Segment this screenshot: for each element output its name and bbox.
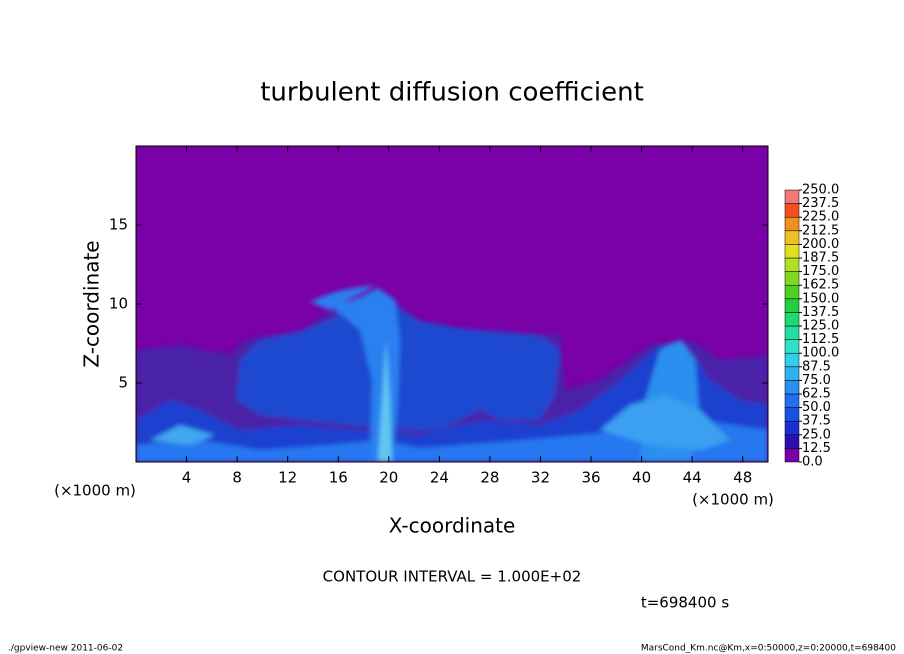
time-label: t=698400 s <box>641 594 729 612</box>
colorbar-band <box>784 257 800 272</box>
footer-right: MarsCond_Km.nc@Km,x=0:50000,z=0:20000,t=… <box>641 644 896 654</box>
y-axis-unit: (×1000 m) <box>54 482 136 500</box>
colorbar-band <box>784 448 800 463</box>
colorbar-label: 175.0 <box>802 264 839 279</box>
colorbar-band <box>784 339 800 354</box>
colorbar-label: 87.5 <box>802 359 831 374</box>
colorbar-band <box>784 352 800 368</box>
colorbar-label: 12.5 <box>802 441 831 456</box>
x-axis-label: X-coordinate <box>389 514 516 538</box>
colorbar-band <box>784 244 800 259</box>
colorbar-label: 237.5 <box>802 196 839 211</box>
colorbar-band <box>784 434 800 449</box>
colorbar-band <box>784 420 800 436</box>
y-axis-label: Z-coordinate <box>80 240 104 367</box>
colorbar-label: 225.0 <box>802 210 839 225</box>
x-tick-label: 12 <box>278 469 297 487</box>
colorbar-label: 50.0 <box>802 400 831 415</box>
colorbar-band <box>784 216 800 232</box>
colorbar-band <box>784 298 800 313</box>
x-tick-label: 48 <box>733 469 752 487</box>
colorbar-label: 0.0 <box>802 455 823 470</box>
colorbar-label: 200.0 <box>802 237 839 252</box>
x-tick-label: 24 <box>430 469 449 487</box>
colorbar-band <box>784 407 800 422</box>
colorbar-label: 125.0 <box>802 319 839 334</box>
contour-interval: CONTOUR INTERVAL = 1.000E+02 <box>323 568 582 586</box>
colorbar-label: 100.0 <box>802 346 839 361</box>
colorbar-label: 62.5 <box>802 387 831 402</box>
field <box>136 146 768 462</box>
colorbar-band <box>784 189 800 204</box>
x-tick-label: 8 <box>232 469 242 487</box>
colorbar-label: 187.5 <box>802 251 839 266</box>
x-tick-label: 44 <box>683 469 702 487</box>
colorbar-band <box>784 366 800 381</box>
x-tick-label: 40 <box>632 469 651 487</box>
x-tick-label: 36 <box>581 469 600 487</box>
x-tick-label: 20 <box>379 469 398 487</box>
colorbar-band <box>784 203 800 218</box>
colorbar-label: 162.5 <box>802 278 839 293</box>
chart-title: turbulent diffusion coefficient <box>260 78 644 108</box>
colorbar-band <box>784 380 800 395</box>
x-tick-label: 28 <box>480 469 499 487</box>
colorbar-band <box>784 271 800 286</box>
colorbar-label: 150.0 <box>802 291 839 306</box>
colorbar-label: 250.0 <box>802 183 839 198</box>
colorbar-label: 212.5 <box>802 223 839 238</box>
x-tick-label: 32 <box>531 469 550 487</box>
x-tick-label: 16 <box>329 469 348 487</box>
field-structures <box>136 285 768 462</box>
colorbar-band <box>784 325 800 340</box>
y-tick-label: 10 <box>109 295 128 313</box>
y-tick-label: 15 <box>109 216 128 234</box>
colorbar-label: 75.0 <box>802 373 831 388</box>
x-tick-label: 4 <box>182 469 192 487</box>
colorbar-band <box>784 312 800 327</box>
footer-left: ./gpview-new 2011-06-02 <box>8 644 123 654</box>
colorbar-band <box>784 284 800 300</box>
colorbar-band <box>784 393 800 408</box>
colorbar-label: 37.5 <box>802 414 831 429</box>
colorbar-label: 112.5 <box>802 332 839 347</box>
colorbar-label: 137.5 <box>802 305 839 320</box>
x-axis-unit: (×1000 m) <box>692 491 774 509</box>
colorbar-band <box>784 230 800 245</box>
colorbar-label: 25.0 <box>802 427 831 442</box>
y-tick-label: 5 <box>118 374 128 392</box>
